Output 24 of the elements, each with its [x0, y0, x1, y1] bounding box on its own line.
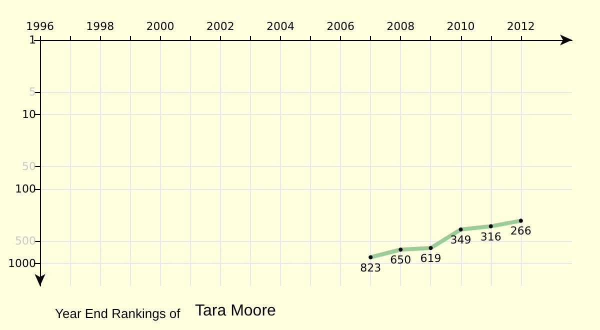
x-tick-label: 1996: [26, 20, 54, 33]
x-tick-label: 1998: [86, 20, 114, 33]
data-label: 619: [420, 252, 442, 266]
y-tick-label: 50: [22, 160, 36, 174]
x-tick-label: 2006: [326, 20, 355, 33]
y-tick-label: 10: [22, 108, 36, 122]
y-tick-label: 1: [29, 34, 36, 46]
x-tick-label: 2008: [386, 20, 415, 33]
data-label: 823: [360, 261, 382, 274]
x-tick-label: 2000: [146, 20, 174, 33]
x-tick-label: 2012: [506, 20, 535, 33]
data-label: 650: [390, 254, 412, 267]
text: Year End Rankings of: [55, 306, 181, 321]
y-tick-label: 5: [29, 86, 36, 99]
text: Tara Moore: [195, 302, 276, 320]
y-tick-label: 1000: [8, 257, 36, 270]
data-label: 266: [510, 224, 532, 238]
x-tick-label: 2010: [446, 20, 475, 33]
y-tick-label: 100: [15, 182, 36, 196]
x-tick-label: 2004: [266, 20, 294, 33]
x-tick-label: 2002: [206, 20, 234, 33]
data-label: 316: [480, 230, 502, 244]
y-tick-label: 500: [15, 234, 36, 248]
data-label: 349: [450, 233, 472, 246]
